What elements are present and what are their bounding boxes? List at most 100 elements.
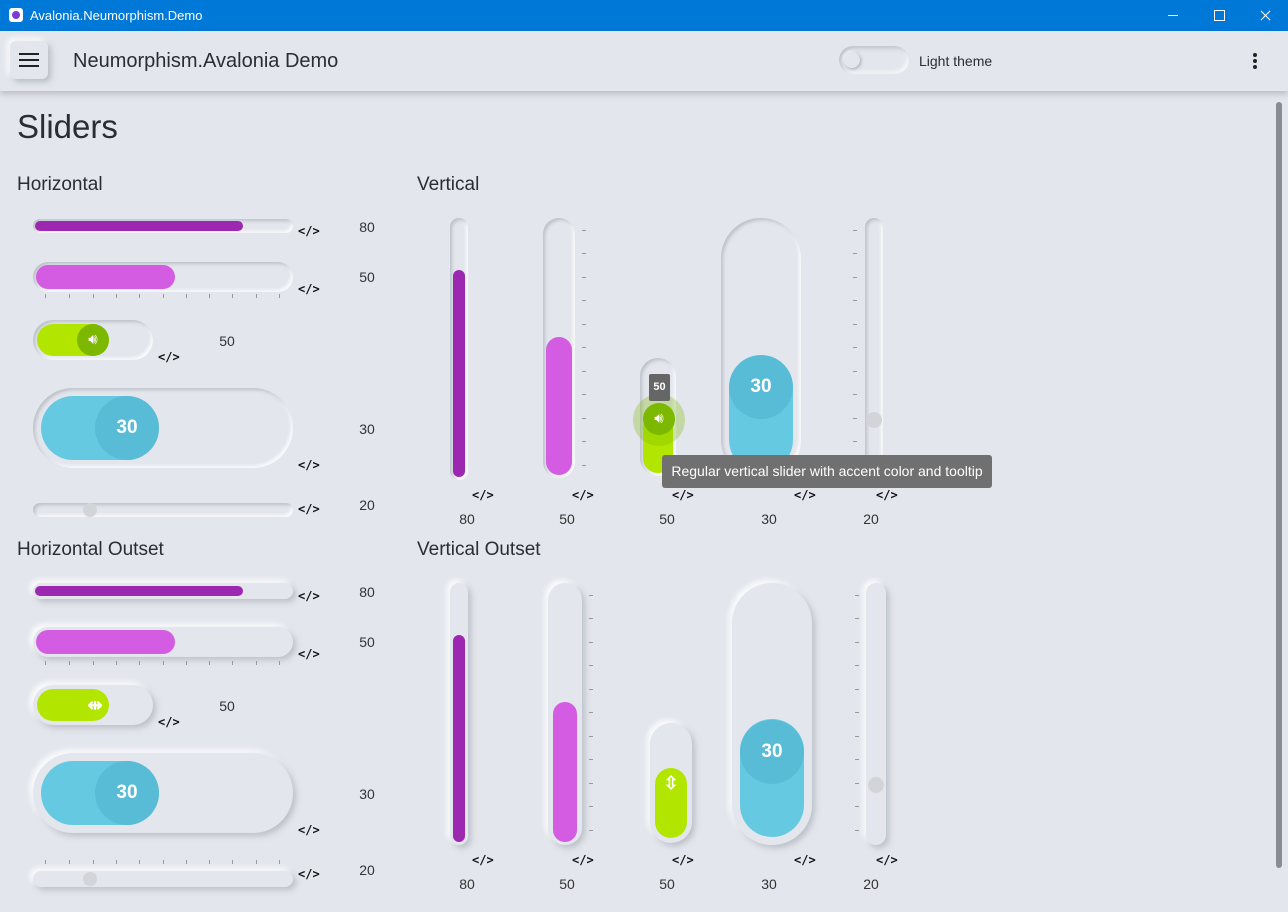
- code-icon[interactable]: </>: [298, 502, 320, 516]
- tick-mark: [589, 806, 593, 807]
- code-icon[interactable]: </>: [298, 647, 320, 661]
- slider-track[interactable]: 30: [732, 583, 812, 845]
- tick-mark: [853, 441, 857, 442]
- volume-icon[interactable]: 🔊︎: [643, 403, 675, 435]
- code-icon[interactable]: </>: [298, 823, 320, 837]
- toggle-knob: [844, 52, 860, 68]
- tick-mark: [209, 294, 210, 298]
- tick-mark: [232, 860, 233, 864]
- code-icon[interactable]: </>: [672, 853, 694, 867]
- slider-value: 30: [761, 511, 777, 527]
- tick-mark: [589, 736, 593, 737]
- tick-mark: [582, 394, 586, 395]
- tick-mark: [853, 394, 857, 395]
- tick-mark: [232, 661, 233, 665]
- code-icon[interactable]: </>: [876, 488, 898, 502]
- code-icon[interactable]: </>: [572, 488, 594, 502]
- slider-thumb[interactable]: 30: [95, 761, 159, 825]
- more-vert-icon[interactable]: [1245, 51, 1265, 71]
- code-icon[interactable]: </>: [298, 589, 320, 603]
- slider-track[interactable]: [33, 219, 293, 233]
- code-icon[interactable]: </>: [876, 853, 898, 867]
- page-title: Sliders: [17, 108, 118, 145]
- slider-track[interactable]: 30: [33, 753, 293, 833]
- window-titlebar: Avalonia.Neumorphism.Demo: [0, 0, 1288, 31]
- drag-handle-icon[interactable]: ⇹: [87, 695, 103, 715]
- slider-value: 30: [359, 421, 375, 437]
- code-icon[interactable]: </>: [472, 853, 494, 867]
- tick-mark: [855, 618, 859, 619]
- tick-mark: [69, 661, 70, 665]
- tick-mark: [589, 712, 593, 713]
- tick-mark: [589, 830, 593, 831]
- code-icon[interactable]: </>: [298, 224, 320, 238]
- tick-mark: [853, 324, 857, 325]
- slider-thumb[interactable]: 30: [95, 396, 159, 460]
- tick-mark: [582, 347, 586, 348]
- slider-thumb[interactable]: [868, 777, 884, 793]
- tick-mark: [116, 294, 117, 298]
- code-icon[interactable]: </>: [158, 715, 180, 729]
- slider-track[interactable]: ⇹: [33, 685, 153, 725]
- close-button[interactable]: [1242, 0, 1288, 31]
- code-icon[interactable]: </>: [794, 853, 816, 867]
- slider-thumb[interactable]: [83, 503, 97, 517]
- code-icon[interactable]: </>: [794, 488, 816, 502]
- code-icon[interactable]: </>: [158, 350, 180, 364]
- vertical-scrollbar[interactable]: [1276, 102, 1282, 868]
- code-icon[interactable]: </>: [472, 488, 494, 502]
- slider-track[interactable]: [543, 218, 575, 478]
- slider-track[interactable]: [548, 583, 582, 845]
- tick-mark: [853, 300, 857, 301]
- slider-value: 50: [219, 333, 235, 349]
- tick-mark: [116, 860, 117, 864]
- slider-thumb[interactable]: 30: [729, 355, 793, 419]
- slider-track[interactable]: [33, 583, 293, 599]
- hamburger-icon-line: [19, 65, 39, 67]
- slider-track[interactable]: ⇳: [650, 723, 692, 843]
- slider-track[interactable]: [33, 627, 293, 657]
- code-icon[interactable]: </>: [672, 488, 694, 502]
- slider-value: 20: [359, 497, 375, 513]
- slider-track[interactable]: 30: [33, 388, 293, 468]
- section-vertical: Vertical: [417, 174, 480, 195]
- tick-mark: [256, 294, 257, 298]
- slider-thumb[interactable]: [866, 412, 882, 428]
- slider-track[interactable]: [33, 503, 293, 517]
- code-icon[interactable]: </>: [298, 282, 320, 296]
- volume-icon[interactable]: 🔊︎: [77, 324, 109, 356]
- slider-track[interactable]: 🔊︎: [33, 320, 153, 360]
- menu-button[interactable]: [10, 41, 48, 79]
- slider-thumb[interactable]: 30: [740, 720, 804, 784]
- tick-mark: [582, 300, 586, 301]
- slider-value: 80: [359, 584, 375, 600]
- slider-track[interactable]: [865, 218, 883, 480]
- window-title: Avalonia.Neumorphism.Demo: [30, 8, 203, 23]
- slider-track[interactable]: [450, 583, 468, 845]
- tick-mark: [116, 661, 117, 665]
- slider-track[interactable]: 30: [721, 218, 801, 480]
- code-icon[interactable]: </>: [298, 867, 320, 881]
- code-icon[interactable]: </>: [572, 853, 594, 867]
- tick-mark: [582, 371, 586, 372]
- theme-toggle[interactable]: [839, 46, 909, 74]
- slider-fill: [35, 586, 243, 596]
- theme-toggle-label: Light theme: [919, 53, 993, 69]
- slider-track[interactable]: [866, 583, 886, 845]
- slider-value: 30: [359, 786, 375, 802]
- tick-mark: [163, 661, 164, 665]
- tick-mark: [855, 759, 859, 760]
- slider-track[interactable]: [450, 218, 468, 480]
- tick-mark: [589, 618, 593, 619]
- slider-track[interactable]: [33, 262, 293, 292]
- code-icon[interactable]: </>: [298, 458, 320, 472]
- drag-handle-icon[interactable]: ⇳: [663, 773, 679, 793]
- slider-track[interactable]: [33, 871, 293, 887]
- tick-mark: [45, 860, 46, 864]
- tick-mark: [582, 441, 586, 442]
- maximize-button[interactable]: [1196, 0, 1242, 31]
- slider-value: 50: [359, 269, 375, 285]
- minimize-button[interactable]: [1150, 0, 1196, 31]
- value-tooltip: 50: [649, 374, 670, 401]
- slider-thumb[interactable]: [83, 872, 97, 886]
